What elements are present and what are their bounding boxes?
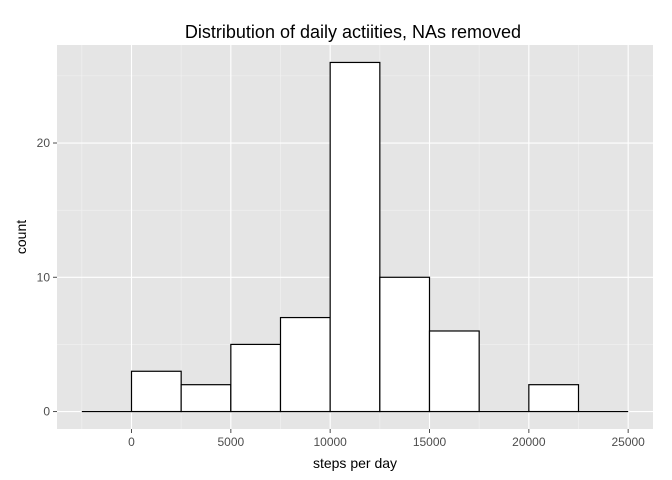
histogram-bar xyxy=(230,343,282,413)
histogram-bar xyxy=(428,330,480,413)
y-axis-title: count xyxy=(13,220,29,254)
x-tick-label: 15000 xyxy=(413,435,447,449)
x-tick-label: 25000 xyxy=(611,435,645,449)
histogram-bar xyxy=(329,61,381,413)
x-tick-label: 20000 xyxy=(512,435,546,449)
histogram-bar xyxy=(379,276,431,413)
x-tick-label: 10000 xyxy=(313,435,347,449)
x-tick-label: 0 xyxy=(128,435,135,449)
chart-title: Distribution of daily actiities, NAs rem… xyxy=(185,22,521,42)
y-tick-label: 20 xyxy=(37,136,51,150)
histogram-bar xyxy=(528,384,580,413)
histogram-bar xyxy=(279,316,331,413)
histogram-bars xyxy=(81,61,629,413)
y-tick-label: 10 xyxy=(37,270,51,284)
y-tick-label: 0 xyxy=(43,405,50,419)
histogram-bar xyxy=(130,370,182,413)
histogram-bar xyxy=(180,384,232,413)
axis-ticks: 0 5000 10000 15000 20000 25000 0 10 20 xyxy=(37,136,646,449)
x-tick-label: 5000 xyxy=(217,435,244,449)
x-axis-title: steps per day xyxy=(313,455,397,471)
